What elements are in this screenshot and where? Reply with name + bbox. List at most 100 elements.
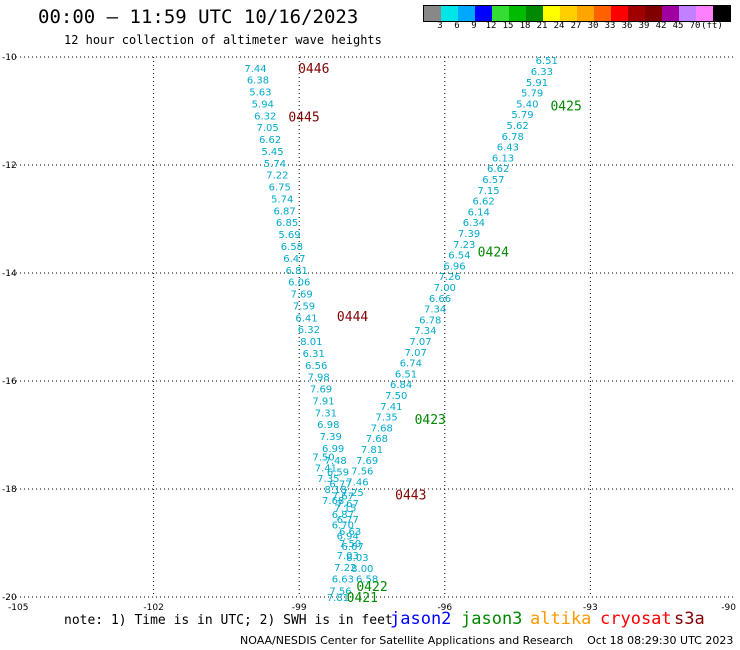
swh-value-jason3: 6.67 xyxy=(341,542,363,553)
note-text: note: 1) Time is in UTC; 2) SWH is in fe… xyxy=(64,613,393,628)
swh-value-jason3: 6.33 xyxy=(531,67,553,78)
legend-jason3: jason3 xyxy=(461,609,523,629)
colorbar-swatch xyxy=(628,6,645,21)
swh-value-jason3: 7.25 xyxy=(341,488,363,499)
swh-value-s3a: 5.45 xyxy=(261,147,283,158)
swh-value-s3a: 7.44 xyxy=(244,64,266,75)
swh-value-jason3: 7.35 xyxy=(375,413,397,424)
swh-value-s3a: 6.06 xyxy=(288,278,310,289)
swh-value-jason3: 6.43 xyxy=(497,143,519,154)
time-label: 0424 xyxy=(478,245,509,260)
swh-value-s3a: 6.75 xyxy=(269,183,291,194)
swh-value-jason3: 6.62 xyxy=(487,164,509,175)
colorbar-label: 42 xyxy=(655,21,667,31)
y-tick-label: -14 xyxy=(2,269,17,279)
swh-value-jason3: 7.15 xyxy=(477,186,499,197)
swh-value-jason3: 6.78 xyxy=(502,132,524,143)
swh-value-jason3: 5.79 xyxy=(511,110,533,121)
swh-value-s3a: 5.74 xyxy=(271,194,293,205)
swh-value-jason3: 5.79 xyxy=(521,89,543,100)
swh-value-s3a: 5.94 xyxy=(252,99,274,110)
swh-value-jason3: 5.40 xyxy=(516,99,538,110)
swh-value-jason3: 7.34 xyxy=(414,326,436,337)
colorbar-swatch xyxy=(492,6,509,21)
legend-s3a: s3a xyxy=(674,609,705,629)
swh-value-jason3: 6.66 xyxy=(429,294,451,305)
swh-value-jason3: 6.84 xyxy=(390,380,412,391)
colorbar-swatch xyxy=(475,6,492,21)
colorbar-label: 24 xyxy=(553,21,565,31)
swh-value-s3a: 6.31 xyxy=(303,349,325,360)
swh-value-s3a: 6.56 xyxy=(305,361,327,372)
swh-value-s3a: 6.32 xyxy=(298,325,320,336)
legend-cryosat: cryosat xyxy=(600,609,672,629)
colorbar-swatch xyxy=(441,6,458,21)
chart-title: 00:00 – 11:59 UTC 10/16/2023 xyxy=(38,6,359,28)
swh-value-jason3: 6.87 xyxy=(332,510,354,521)
time-label: 0421 xyxy=(347,591,378,606)
swh-value-s3a: 7.56 xyxy=(329,587,351,598)
swh-value-jason3: 7.50 xyxy=(385,391,407,402)
swh-value-jason3: 8.03 xyxy=(346,553,368,564)
swh-value-jason3: 7.41 xyxy=(380,402,402,413)
colorbar-label: 3 xyxy=(437,21,443,31)
colorbar-swatch xyxy=(611,6,628,21)
swh-value-s3a: 7.31 xyxy=(315,408,337,419)
swh-value-jason3: 6.96 xyxy=(443,261,465,272)
x-tick-label: -102 xyxy=(143,603,163,613)
swh-value-s3a: 5.63 xyxy=(249,88,271,99)
swh-value-s3a: 7.22 xyxy=(334,563,356,574)
swh-value-jason3: 6.51 xyxy=(395,369,417,380)
swh-value-jason3: 7.26 xyxy=(439,272,461,283)
colorbar-swatch xyxy=(509,6,526,21)
swh-value-s3a: 6.63 xyxy=(332,575,354,586)
swh-value-s3a: 7.98 xyxy=(307,373,329,384)
y-tick-label: -16 xyxy=(2,377,17,387)
x-tick-label: -99 xyxy=(292,603,307,613)
swh-value-s3a: 7.48 xyxy=(324,456,346,467)
time-label: 0423 xyxy=(415,413,446,428)
swh-value-s3a: 6.47 xyxy=(283,254,305,265)
swh-value-s3a: 6.63 xyxy=(339,527,361,538)
swh-value-s3a: 8.18 xyxy=(324,485,346,496)
colorbar-label: 27 xyxy=(570,21,582,31)
swh-value-jason3: 7.07 xyxy=(405,348,427,359)
y-tick-label: -10 xyxy=(2,53,17,63)
swh-value-jason3: 7.39 xyxy=(458,229,480,240)
swh-value-jason3: 7.00 xyxy=(434,283,456,294)
swh-value-s3a: 7.39 xyxy=(320,432,342,443)
swh-value-s3a: 6.77 xyxy=(329,480,351,491)
swh-value-jason3: 6.62 xyxy=(472,197,494,208)
x-tick-label: -90 xyxy=(721,603,736,613)
swh-value-s3a: 7.41 xyxy=(315,463,337,474)
swh-value-s3a: 6.77 xyxy=(337,515,359,526)
colorbar-label: 6 xyxy=(454,21,460,31)
footer-credit: NOAA/NESDIS Center for Satellite Applica… xyxy=(240,634,734,647)
colorbar-label: 21 xyxy=(536,21,548,31)
time-label: 0443 xyxy=(395,488,426,503)
swh-value-jason3: 7.81 xyxy=(361,445,383,456)
colorbar-swatch xyxy=(458,6,475,21)
colorbar-label: 39 xyxy=(638,21,650,31)
swh-value-s3a: 7.59 xyxy=(293,301,315,312)
colorbar-label: 33 xyxy=(604,21,616,31)
swh-value-jason3: 6.94 xyxy=(337,531,359,542)
swh-value-s3a: 6.85 xyxy=(276,218,298,229)
colorbar-swatch xyxy=(662,6,679,21)
swh-value-s3a: 7.03 xyxy=(337,551,359,562)
swh-value-jason3: 7.23 xyxy=(453,240,475,251)
y-tick-label: -18 xyxy=(2,485,17,495)
swh-value-s3a: 7.05 xyxy=(257,123,279,134)
y-tick-label: -12 xyxy=(2,161,17,171)
swh-value-s3a: 7.50 xyxy=(312,453,334,464)
swh-value-jason3: 7.46 xyxy=(346,477,368,488)
swh-value-jason3: 5.62 xyxy=(506,121,528,132)
swh-value-s3a: 6.98 xyxy=(317,420,339,431)
swh-value-jason3: 6.58 xyxy=(356,575,378,586)
colorbar-swatch xyxy=(713,6,730,21)
swh-value-s3a: 6.81 xyxy=(286,266,308,277)
legend-altika: altika xyxy=(530,609,592,629)
swh-value-jason3: 7.69 xyxy=(356,456,378,467)
colorbar-swatch xyxy=(696,6,713,21)
